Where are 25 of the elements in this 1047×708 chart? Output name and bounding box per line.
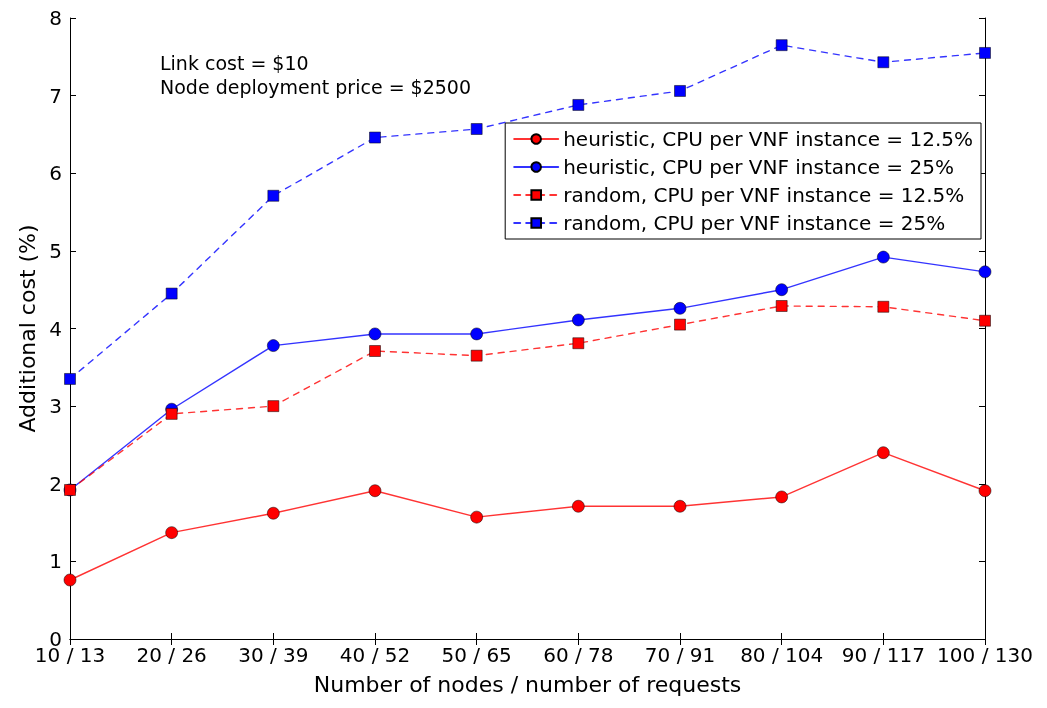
x-tick-label: 70 / 91 (644, 643, 716, 667)
x-tick-label: 20 / 26 (136, 643, 207, 667)
annotation: Link cost = $10 (160, 51, 309, 74)
y-tick-label: 4 (49, 316, 62, 341)
x-tick-label: 100 / 130 (937, 643, 1033, 667)
x-tick-label: 60 / 78 (543, 643, 614, 667)
x-tick-label: 40 / 52 (339, 643, 411, 667)
y-tick-label: 7 (49, 83, 62, 108)
y-tick-label: 6 (49, 161, 62, 186)
x-tick-label: 30 / 39 (238, 643, 309, 667)
x-tick-label: 50 / 65 (441, 643, 512, 667)
x-axis-title: Number of nodes / number of requests (313, 671, 742, 697)
y-tick-label: 1 (49, 549, 62, 574)
y-tick-label: 5 (49, 238, 62, 263)
y-axis-title: Additional cost (%) (14, 224, 40, 433)
legend-label: heuristic, CPU per VNF instance = 25% (563, 155, 954, 179)
annotation: Node deployment price = $2500 (160, 75, 472, 98)
x-tick-label: 90 / 117 (841, 643, 925, 667)
legend-label: heuristic, CPU per VNF instance = 12.5% (563, 127, 974, 151)
y-tick-label: 2 (49, 471, 62, 496)
y-tick-label: 3 (49, 394, 62, 419)
legend-label: random, CPU per VNF instance = 12.5% (563, 183, 965, 207)
x-tick-label: 80 / 104 (740, 643, 824, 667)
y-tick-label: 8 (49, 6, 62, 30)
legend-label: random, CPU per VNF instance = 25% (563, 211, 946, 235)
